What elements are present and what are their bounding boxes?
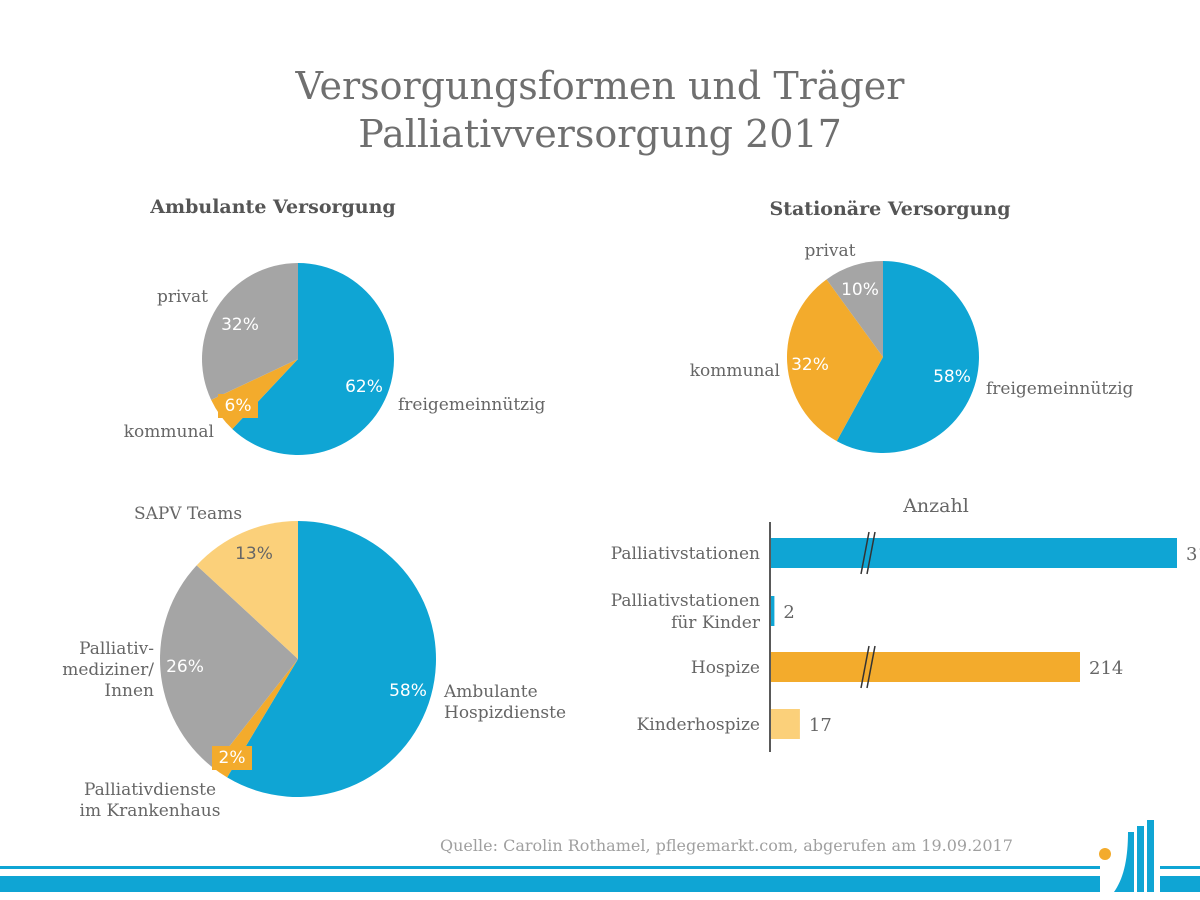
pie3-slice-label-0: Ambulante Hospizdienste <box>443 682 566 723</box>
pie1-slice-0 <box>232 263 394 455</box>
bar-0-value-label: 311 <box>1186 544 1200 565</box>
pie3-slice-2 <box>160 565 298 768</box>
bar-3-category-label: Kinderhospize <box>637 715 760 735</box>
pie2-pct-label-2: 10% <box>841 280 879 300</box>
bar-2-value-label: 214 <box>1089 658 1123 679</box>
pie2-pct-label-0: 58% <box>933 367 971 387</box>
footer-line-thick <box>0 876 1100 892</box>
footer-line-thin-right <box>1160 866 1200 869</box>
bar-2-break-b <box>866 645 876 689</box>
source-note: Quelle: Carolin Rothamel, pflegemarkt.co… <box>440 836 1013 855</box>
pie2-slice-2 <box>826 261 883 357</box>
bar-3-value-label: 17 <box>809 715 832 736</box>
footer-line-thin <box>0 866 1100 869</box>
bar-0-category-label: Palliativstationen <box>611 544 760 564</box>
pie3-slice-label-3: SAPV Teams <box>134 504 242 524</box>
pie3-pct-label-0: 58% <box>389 681 427 701</box>
chart-title: Versorgungsformen und Träger Palliativve… <box>0 62 1200 158</box>
pie3-slice-label-2: Palliativ-mediziner/Innen <box>62 639 154 701</box>
footer-line-thick-right <box>1160 876 1200 892</box>
pie1-pct-label-1: 6% <box>225 396 252 416</box>
pie2-slice-0 <box>836 261 979 453</box>
bar-1-value-label: 2 <box>783 602 794 623</box>
bar-2-break-a <box>860 645 870 689</box>
bar-2-category-label: Hospize <box>691 658 760 678</box>
pie2-pct-label-1: 32% <box>791 355 829 375</box>
pie3-pct-label-1: 2% <box>219 748 246 768</box>
pie1-slice-label-2: privat <box>157 287 208 307</box>
footer-band <box>0 866 1200 892</box>
chart-title-line2: Palliativversorgung 2017 <box>358 112 842 156</box>
pie3-slice-3 <box>196 521 298 659</box>
bar-3 <box>771 709 800 739</box>
chart-title-line1: Versorgungsformen und Träger <box>295 64 905 108</box>
pie1-slice-label-0: freigemeinnützig <box>398 395 546 415</box>
pie2-slice-1 <box>786 279 883 442</box>
logo-bar-2 <box>1137 826 1144 892</box>
bar-chart-title: Anzahl <box>902 495 969 517</box>
pie2-slice-label-2: privat <box>804 241 855 261</box>
logo-mark <box>1099 820 1154 892</box>
pie1-title: Ambulante Versorgung <box>150 196 396 218</box>
pie3-pct-label-3: 13% <box>235 544 273 564</box>
pie1-pct-bg-1 <box>218 394 258 418</box>
bar-2 <box>771 652 1080 682</box>
pie3-slice-label-1: Palliativdienste im Krankenhaus <box>80 780 221 821</box>
pie1-pct-label-2: 32% <box>221 315 259 335</box>
logo-bar-3 <box>1147 820 1154 892</box>
logo-dot <box>1099 848 1111 860</box>
bar-0-break-a <box>860 531 870 575</box>
logo-bar-1 <box>1114 832 1134 892</box>
pie1-pct-label-0: 62% <box>345 377 383 397</box>
bar-1-category-label: Palliativstationen für Kinder <box>611 591 761 633</box>
pie2-slice-label-1: kommunal <box>690 361 780 381</box>
bar-1 <box>771 596 775 626</box>
pie3-slice-0 <box>227 521 437 797</box>
bar-0-break-b <box>866 531 876 575</box>
bar-0 <box>771 538 1177 568</box>
pie1-slice-2 <box>202 263 298 400</box>
pie3-pct-bg-1 <box>212 746 252 770</box>
pie2-title: Stationäre Versorgung <box>769 198 1011 220</box>
pie3-pct-label-2: 26% <box>166 657 204 677</box>
pie1-slice-label-1: kommunal <box>124 422 214 442</box>
pie2-slice-label-0: freigemeinnützig <box>986 379 1134 399</box>
